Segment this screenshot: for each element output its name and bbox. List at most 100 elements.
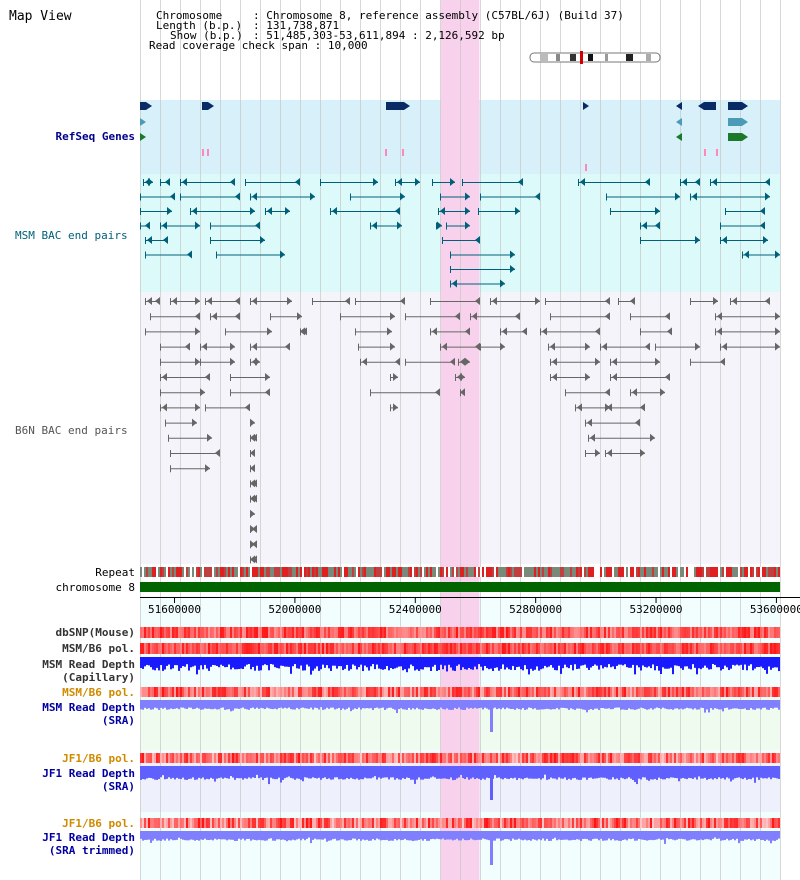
pol-cell <box>438 818 440 828</box>
pol-cell <box>724 753 726 763</box>
depth-bar <box>422 700 424 710</box>
depth-bar <box>328 657 330 669</box>
pol-cell <box>350 818 352 828</box>
depth-bar <box>304 657 306 671</box>
repeat-mark <box>556 567 558 577</box>
pol-cell <box>206 643 208 654</box>
pol-cell <box>568 627 570 638</box>
pol-cell <box>450 643 452 654</box>
depth-bar <box>278 700 280 709</box>
depth-bar <box>322 657 324 665</box>
depth-bar <box>612 657 614 667</box>
bac-end-arrow <box>172 297 177 305</box>
pol-cell <box>378 818 380 828</box>
depth-bar <box>392 657 394 670</box>
pol-cell <box>522 627 524 638</box>
repeat-mark <box>564 567 566 577</box>
depth-bar <box>650 831 652 840</box>
depth-bar <box>722 700 724 712</box>
pol-cell <box>412 643 414 654</box>
pol-cell <box>566 753 568 763</box>
track-label-refseq[interactable]: RefSeq Genes <box>55 130 135 143</box>
pol-cell <box>750 818 752 828</box>
pol-cell <box>680 687 682 697</box>
pol-cell <box>418 687 420 697</box>
depth-bar <box>144 766 146 780</box>
pol-cell <box>508 818 510 828</box>
pol-cell <box>442 818 444 828</box>
pol-cell <box>280 753 282 763</box>
depth-bar <box>188 657 190 671</box>
pol-cell <box>576 687 578 697</box>
depth-bar <box>382 766 384 778</box>
pol-cell <box>152 818 154 828</box>
depth-bar <box>738 766 740 778</box>
pol-cell <box>582 687 584 697</box>
pol-cell <box>708 643 710 654</box>
pol-cell <box>688 643 690 654</box>
depth-bar <box>752 831 754 840</box>
pol-cell <box>402 643 404 654</box>
depth-bar <box>486 657 488 669</box>
repeat-mark <box>386 567 388 577</box>
pol-cell <box>758 643 760 654</box>
bac-end-arrow <box>147 297 152 305</box>
depth-bar <box>394 700 396 710</box>
repeat-mark <box>696 567 698 577</box>
pol-cell <box>722 753 724 763</box>
track-label-msm-bac[interactable]: MSM BAC end pairs <box>15 229 128 242</box>
pol-cell <box>556 627 558 638</box>
pol-cell <box>506 818 508 828</box>
bac-end-arrow <box>502 327 507 336</box>
depth-bar <box>706 700 708 710</box>
pol-cell <box>488 627 490 638</box>
pol-cell <box>458 643 460 654</box>
pol-cell <box>520 818 522 828</box>
pol-cell <box>696 818 698 828</box>
repeat-mark <box>254 567 256 577</box>
pol-cell <box>350 753 352 763</box>
depth-bar <box>760 657 762 667</box>
depth-bar <box>162 700 164 709</box>
repeat-mark <box>560 567 562 577</box>
pol-cell <box>230 627 232 638</box>
depth-bar <box>432 831 434 839</box>
gene-mark <box>704 149 706 156</box>
pol-cell <box>238 818 240 828</box>
pol-cell <box>608 627 610 638</box>
pol-cell <box>702 818 704 828</box>
pol-cell <box>600 627 602 638</box>
depth-bar <box>700 766 702 779</box>
pol-cell <box>272 753 274 763</box>
repeat-mark <box>142 567 144 577</box>
depth-bar <box>330 700 332 708</box>
bac-end-arrow <box>577 403 582 412</box>
pol-cell <box>300 818 302 828</box>
depth-bar <box>488 831 490 841</box>
depth-bar <box>220 831 222 840</box>
depth-bar <box>320 831 322 840</box>
depth-bar <box>308 657 310 667</box>
pol-cell <box>180 753 182 763</box>
pol-cell <box>472 818 474 828</box>
depth-bar <box>584 657 586 665</box>
depth-bar <box>684 700 686 709</box>
pol-cell <box>388 643 390 654</box>
pol-cell <box>682 687 684 697</box>
pol-cell <box>146 627 148 638</box>
track-label-b6n-bac[interactable]: B6N BAC end pairs <box>15 424 128 437</box>
pol-cell <box>468 818 470 828</box>
pol-cell <box>710 643 712 654</box>
depth-bar <box>558 700 560 710</box>
pol-cell <box>608 643 610 654</box>
pol-cell <box>392 687 394 697</box>
pol-cell <box>152 627 154 638</box>
pol-cell <box>458 818 460 828</box>
pol-cell <box>220 643 222 654</box>
pol-cell <box>288 643 290 654</box>
pol-cell <box>182 643 184 654</box>
pol-cell <box>536 818 538 828</box>
pol-cell <box>600 818 602 828</box>
pol-cell <box>260 627 262 638</box>
